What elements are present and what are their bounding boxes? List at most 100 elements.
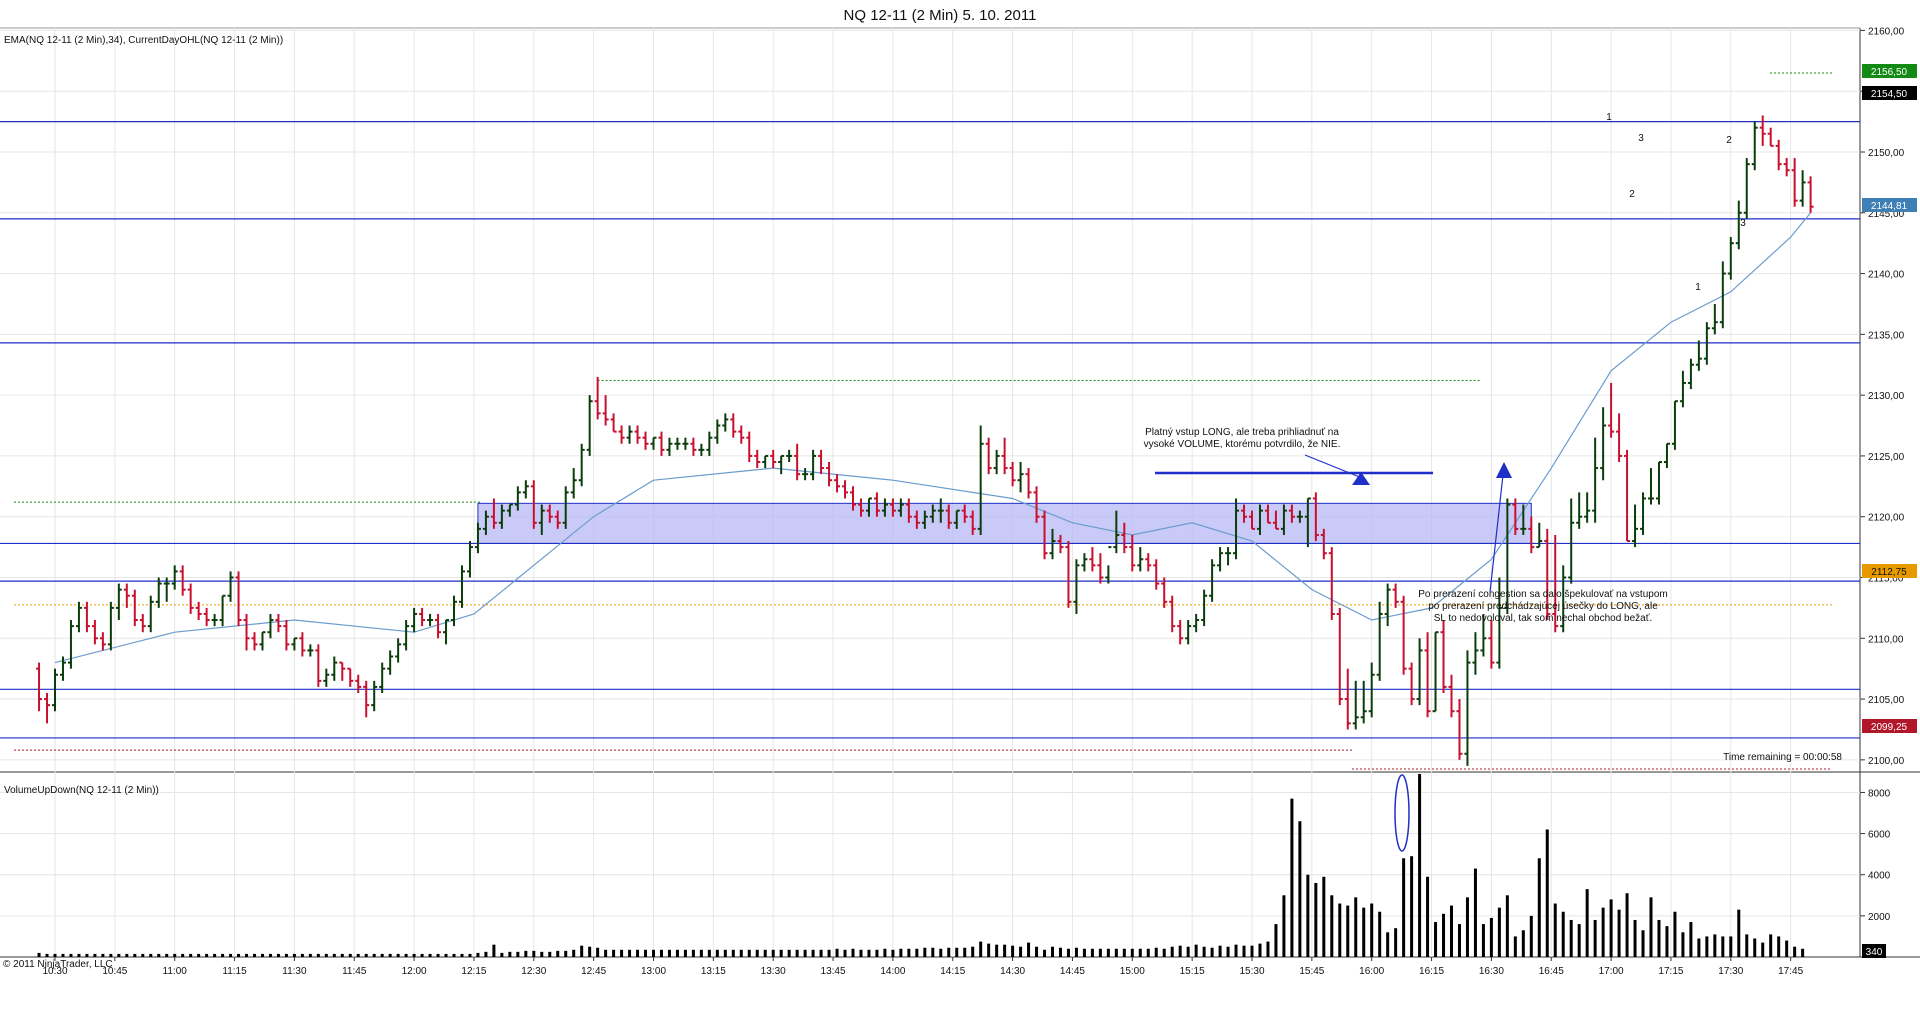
ohlc-bar bbox=[1560, 565, 1567, 633]
volume-bar bbox=[1434, 922, 1438, 957]
ohlc-bar bbox=[778, 454, 785, 475]
level-lines bbox=[0, 72, 1860, 770]
volume-bar bbox=[811, 949, 815, 957]
ohlc-bar bbox=[1360, 680, 1367, 724]
y-tick-label: 2105,00 bbox=[1868, 695, 1905, 706]
volume-bar bbox=[883, 948, 887, 957]
ohlc-bar bbox=[1456, 699, 1463, 760]
volume-bar bbox=[348, 953, 352, 957]
volume-bar bbox=[1027, 942, 1031, 957]
ohlc-bar bbox=[1400, 595, 1407, 675]
ohlc-bar bbox=[1703, 322, 1710, 365]
ohlc-bar bbox=[666, 437, 673, 456]
ohlc-bar bbox=[155, 577, 162, 608]
ohlc-bar bbox=[427, 613, 434, 627]
ohlc-bar bbox=[1376, 601, 1383, 681]
x-tick-label: 17:30 bbox=[1718, 966, 1743, 977]
volume-bar bbox=[931, 947, 935, 957]
ohlc-bar bbox=[1041, 510, 1048, 560]
ohlc-bar bbox=[36, 662, 43, 712]
ohlc-bar bbox=[1217, 547, 1224, 572]
ohlc-bar bbox=[355, 674, 362, 693]
ohlc-bar bbox=[1592, 437, 1599, 523]
volume-bar bbox=[1729, 936, 1733, 957]
volume-bar bbox=[1569, 919, 1573, 957]
volume-bar bbox=[1266, 941, 1270, 957]
ema-path bbox=[54, 212, 1812, 664]
ohlc-bar bbox=[514, 486, 521, 511]
x-tick-label: 12:45 bbox=[581, 966, 606, 977]
ohlc-bar bbox=[315, 644, 322, 687]
volume-bar bbox=[332, 953, 336, 957]
volume-bar bbox=[659, 949, 663, 957]
volume-bar bbox=[963, 947, 967, 957]
volume-bar bbox=[715, 949, 719, 957]
volume-bar bbox=[412, 953, 416, 957]
volume-bar bbox=[189, 953, 193, 957]
up-arrow-icon bbox=[1352, 472, 1370, 485]
x-tick-label: 14:15 bbox=[940, 966, 965, 977]
ohlc-bar bbox=[546, 504, 553, 523]
ohlc-bar bbox=[83, 601, 90, 633]
ohlc-bar bbox=[746, 431, 753, 462]
ohlc-bar bbox=[937, 498, 944, 523]
open-badge-text: 2112,75 bbox=[1871, 567, 1907, 578]
ohlc-bar bbox=[1296, 510, 1303, 523]
ohlc-bar bbox=[1145, 553, 1152, 572]
volume-bar bbox=[1122, 948, 1126, 957]
volume-bar bbox=[1154, 947, 1158, 957]
ohlc-bar bbox=[1727, 237, 1734, 280]
volume-bar bbox=[173, 953, 177, 957]
ohlc-bar bbox=[1568, 498, 1575, 584]
ohlc-bar bbox=[1153, 559, 1160, 590]
ohlc-bar bbox=[818, 449, 825, 475]
x-tick-label: 16:15 bbox=[1419, 966, 1444, 977]
ohlc-bar bbox=[466, 541, 473, 578]
volume-bar bbox=[691, 949, 695, 957]
ohlc-bar bbox=[299, 632, 306, 657]
volume-bar bbox=[1058, 947, 1062, 957]
ohlc-bar bbox=[1384, 583, 1391, 627]
ohlc-bar bbox=[123, 583, 130, 608]
ohlc-bar bbox=[985, 437, 992, 475]
last-price-badge bbox=[1862, 86, 1917, 100]
volume-bar bbox=[564, 950, 568, 957]
volume-bar bbox=[699, 949, 703, 957]
x-tick-label: 16:00 bbox=[1359, 966, 1384, 977]
volume-axis: 2000 4000 6000 8000 bbox=[1860, 788, 1891, 923]
ohlc-bar bbox=[52, 668, 58, 712]
y-tick-label: 2100,00 bbox=[1868, 756, 1905, 767]
ohlc-bar bbox=[1440, 620, 1447, 693]
open-badge bbox=[1862, 564, 1917, 578]
volume-bar bbox=[803, 949, 807, 957]
annotation-note-1-line-1: Platný vstup LONG, ale treba prihliadnuť… bbox=[1145, 427, 1339, 438]
x-tick-label: 17:15 bbox=[1658, 966, 1683, 977]
y-tick-label: 2135,00 bbox=[1868, 330, 1905, 341]
volume-bar bbox=[1066, 948, 1070, 957]
ohlc-bar bbox=[1209, 559, 1216, 602]
volume-bar bbox=[1665, 926, 1669, 957]
ohlc-bar bbox=[347, 667, 354, 687]
volume-bar bbox=[1450, 905, 1453, 957]
volume-bar bbox=[1306, 874, 1310, 957]
ohlc-bar bbox=[1759, 115, 1766, 146]
volume-bar bbox=[516, 951, 520, 957]
volume-bar bbox=[1035, 946, 1039, 957]
annotation-arrows bbox=[1155, 454, 1512, 852]
ohlc-bar bbox=[618, 425, 625, 444]
ohlc-bar bbox=[59, 656, 66, 681]
volume-bar bbox=[1418, 773, 1422, 957]
volume-bar bbox=[1457, 924, 1461, 957]
ohlc-bar bbox=[171, 565, 178, 590]
volume-bar bbox=[1481, 924, 1485, 957]
volume-bar bbox=[1202, 946, 1206, 957]
volume-bar bbox=[1282, 895, 1286, 957]
volume-bar bbox=[795, 949, 799, 957]
volume-bar bbox=[1226, 946, 1230, 957]
ohlc-bar bbox=[969, 510, 976, 535]
x-tick-label: 10:30 bbox=[42, 966, 67, 977]
ohlc-bar bbox=[522, 480, 529, 499]
volume-bar bbox=[492, 944, 496, 957]
y-tick-label: 2115,00 bbox=[1868, 573, 1904, 584]
ohlc-bar bbox=[291, 637, 298, 651]
